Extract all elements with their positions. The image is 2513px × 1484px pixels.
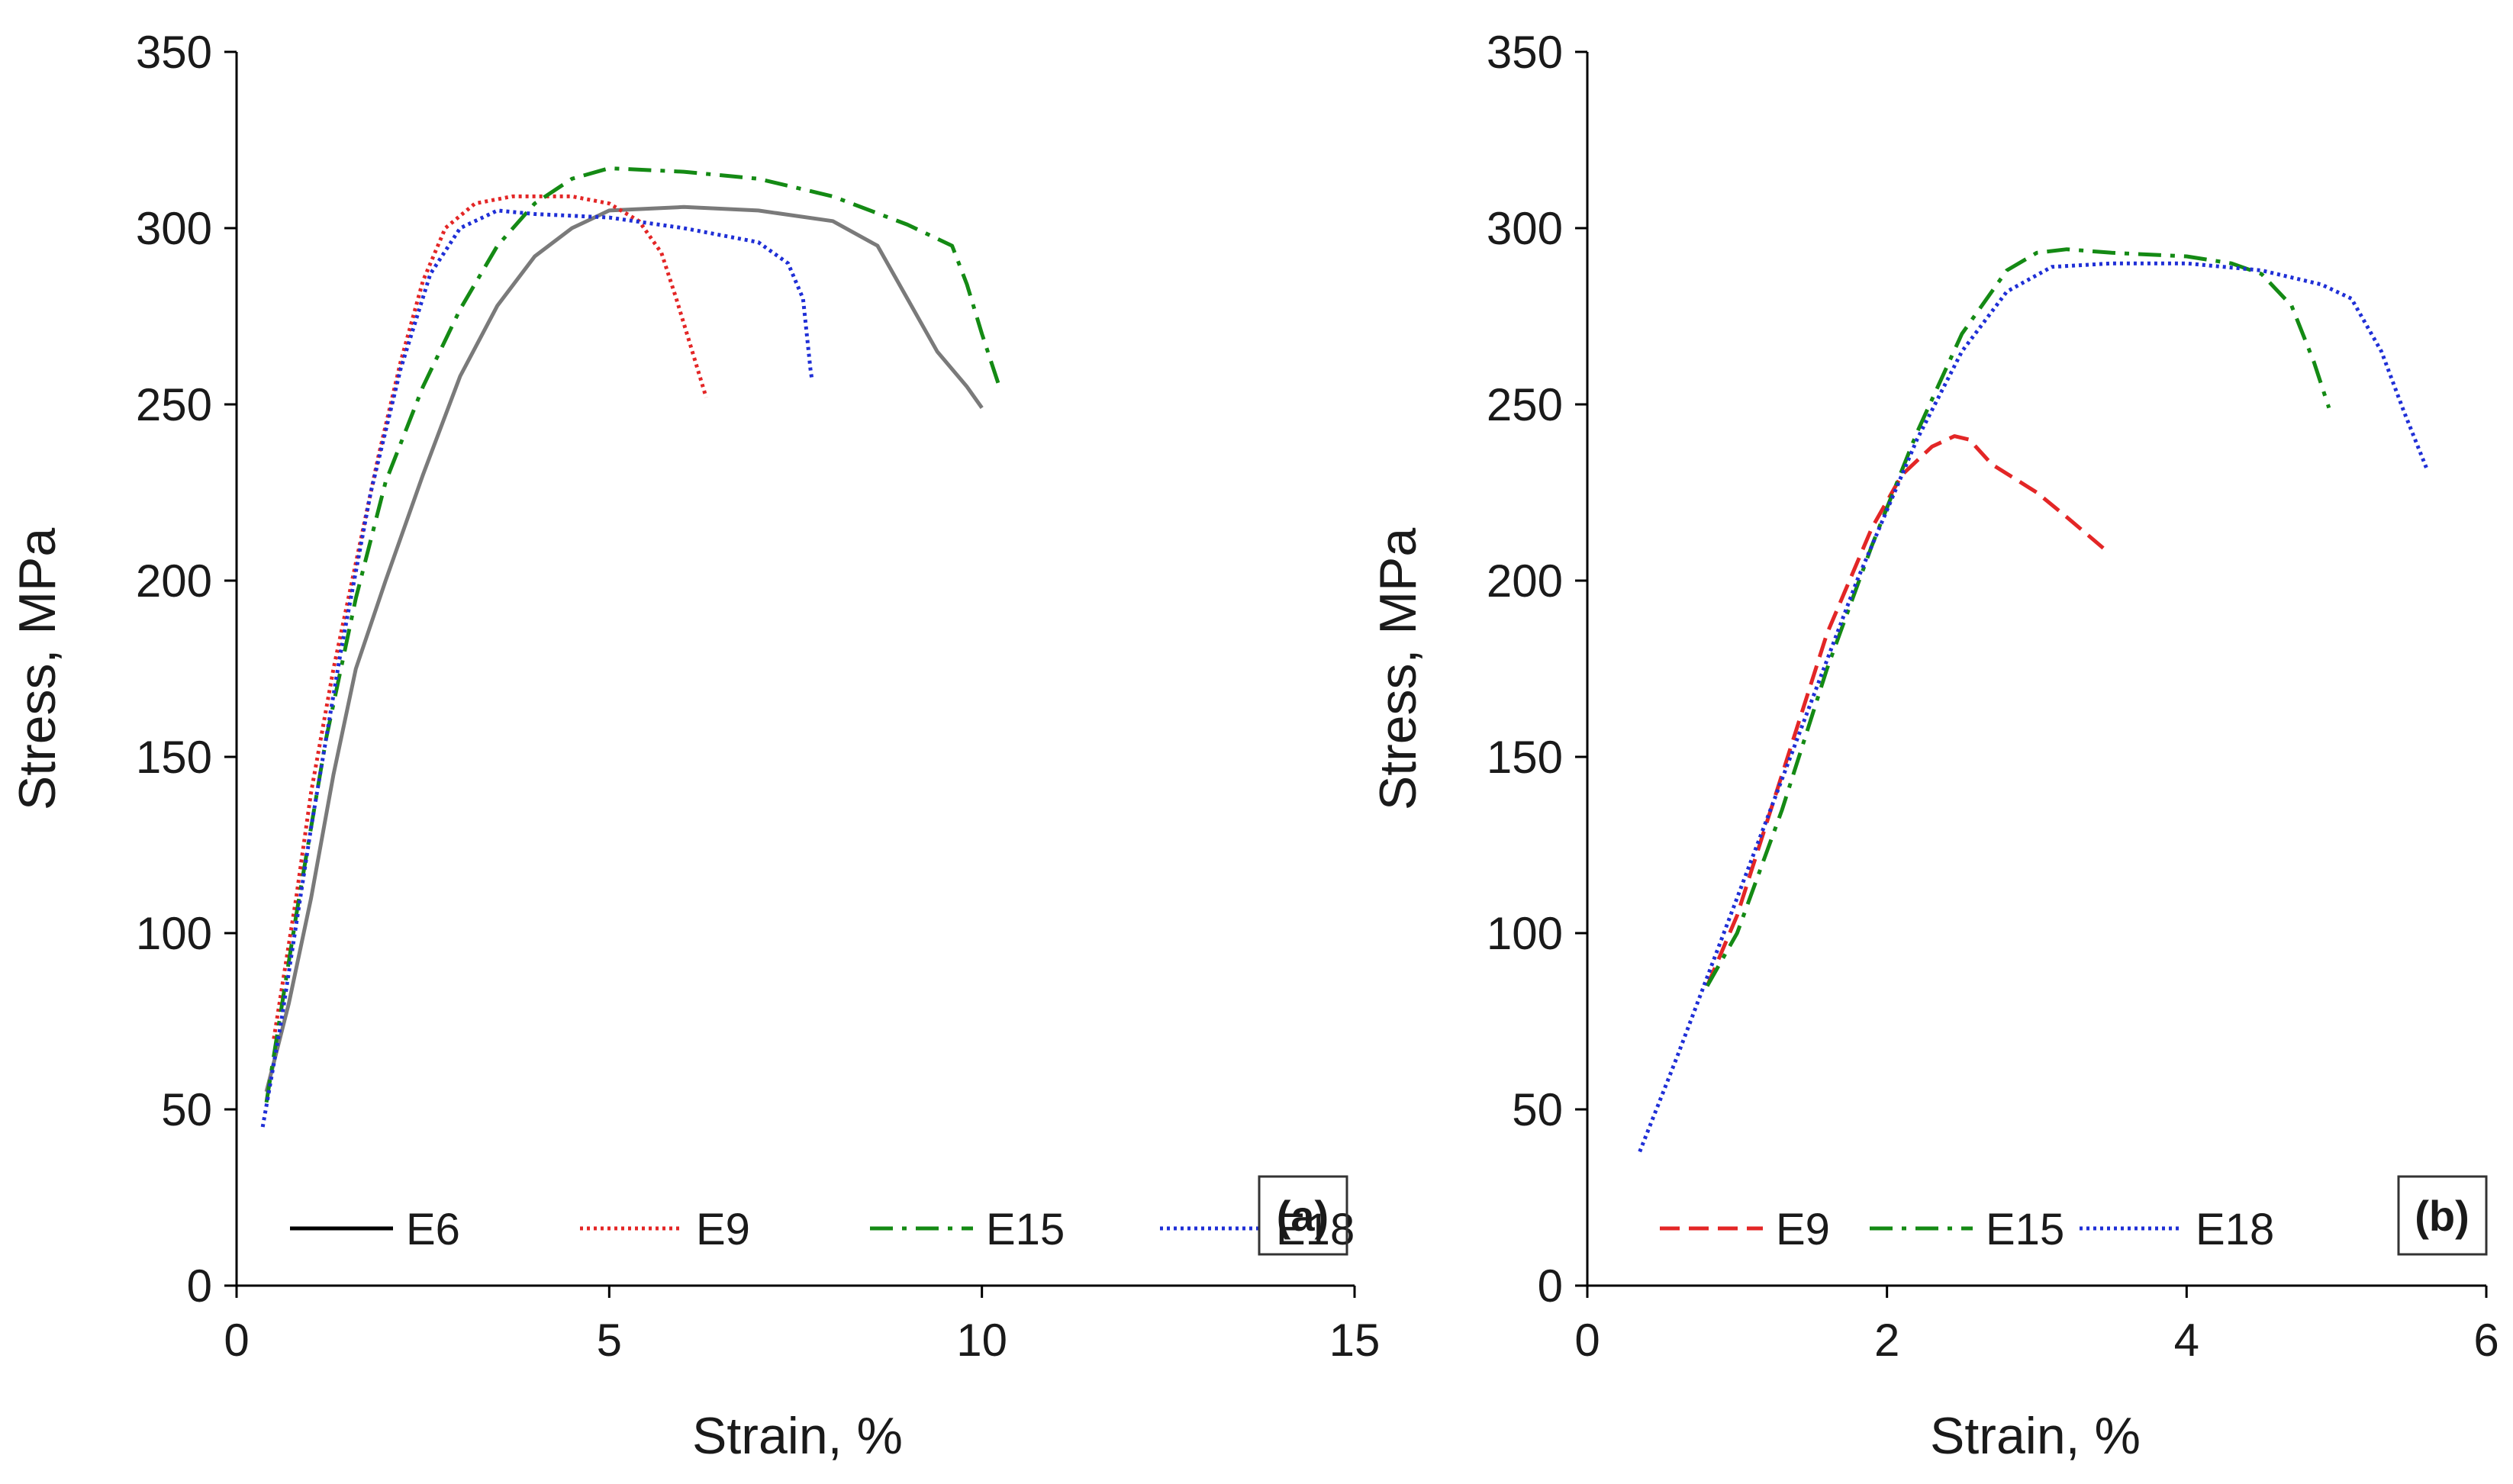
y-tick-label: 0 [1538, 1260, 1563, 1312]
y-tick-label: 200 [1487, 555, 1563, 607]
panel-b-chart: 0 50 100 150 200 250 300 350 0 2 4 6 Strain, % Str… [1369, 27, 2499, 1465]
series-line-e18 [260, 208, 814, 1128]
x-tick-label: 6 [2473, 1315, 2499, 1366]
y-tick-label: 250 [1487, 379, 1563, 430]
panel-label: (a) [1277, 1192, 1329, 1240]
x-tick-labels: 0 5 10 15 [224, 1286, 1380, 1366]
y-tick-label: 300 [136, 203, 212, 254]
x-tick-label: 0 [1574, 1315, 1600, 1366]
y-tick-label: 150 [136, 732, 212, 783]
y-tick-label: 200 [136, 555, 212, 607]
y-tick-label: 50 [161, 1084, 212, 1135]
x-tick-label: 5 [597, 1315, 622, 1366]
legend: E6 E9 E15 E18 [290, 1205, 1355, 1254]
x-axis-label: Strain, % [692, 1407, 903, 1465]
panel-label: (b) [2415, 1192, 2470, 1240]
y-axis-label: Stress, MPa [8, 528, 66, 810]
x-tick-labels: 0 2 4 6 [1574, 1286, 2499, 1366]
legend-label-e6: E6 [406, 1205, 460, 1254]
y-tick-label: 50 [1512, 1084, 1563, 1135]
y-tick-label: 150 [1487, 732, 1563, 783]
x-tick-label: 0 [224, 1315, 249, 1366]
series-line-e6 [264, 204, 984, 1093]
series-lines [260, 166, 1003, 1128]
y-tick-label: 350 [1487, 27, 1563, 78]
panel-a-chart: 0 50 100 150 200 250 300 350 0 5 10 15 Strain, % S… [8, 27, 1380, 1465]
y-tick-label: 0 [187, 1260, 212, 1312]
legend: E9 E15 E18 [1660, 1205, 2274, 1254]
y-tick-labels: 0 50 100 150 200 250 300 350 [136, 27, 237, 1312]
legend-label-e9: E9 [1776, 1205, 1830, 1254]
y-tick-label: 100 [1487, 908, 1563, 959]
y-tick-label: 100 [136, 908, 212, 959]
x-axis-label: Strain, % [1930, 1407, 2141, 1465]
y-tick-labels: 0 50 100 150 200 250 300 350 [1487, 27, 1587, 1312]
legend-label-e9: E9 [696, 1205, 750, 1254]
x-tick-label: 15 [1329, 1315, 1381, 1366]
series-line-e15 [1705, 247, 2331, 987]
panel-label-box: (b) [2397, 1175, 2488, 1256]
y-tick-label: 350 [136, 27, 212, 78]
series-lines [1638, 247, 2428, 1153]
legend-label-e15: E15 [986, 1205, 1065, 1254]
panel-label-box: (a) [1258, 1175, 1348, 1256]
legend-label-e15: E15 [1986, 1205, 2064, 1254]
series-line-e18 [1638, 261, 2428, 1153]
y-tick-label: 250 [136, 379, 212, 430]
series-line-e9 [272, 194, 708, 1039]
series-line-e9 [1705, 434, 2105, 987]
y-tick-label: 300 [1487, 203, 1563, 254]
x-tick-label: 10 [956, 1315, 1007, 1366]
legend-label-e18: E18 [1276, 1205, 1355, 1254]
y-axis-label: Stress, MPa [1369, 528, 1427, 810]
series-line-e15 [264, 166, 1003, 1103]
x-tick-label: 4 [2174, 1315, 2199, 1366]
legend-label-e18: E18 [2196, 1205, 2274, 1254]
x-tick-label: 2 [1874, 1315, 1899, 1366]
